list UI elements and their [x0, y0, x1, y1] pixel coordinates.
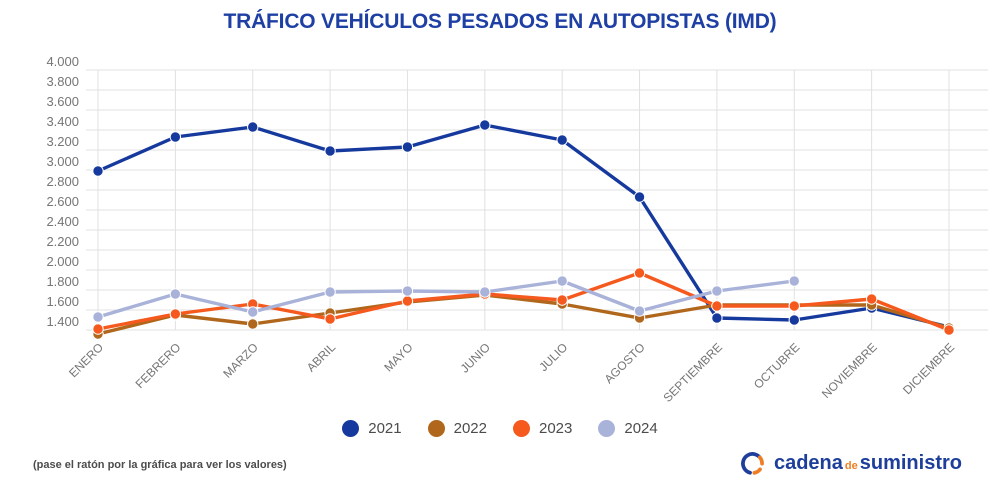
brand-circle-icon: [741, 452, 764, 475]
data-point-2024-AGOSTO[interactable]: [633, 305, 646, 317]
x-axis-month-label: FEBRERO: [133, 340, 184, 391]
data-point-2021-ENERO[interactable]: [92, 165, 104, 177]
data-point-2023-OCTUBRE[interactable]: [788, 300, 800, 312]
data-point-2023-DICIEMBRE[interactable]: [943, 324, 955, 336]
data-point-2023-ENERO[interactable]: [92, 323, 104, 335]
brand-logo[interactable]: cadena de suministro: [739, 450, 962, 477]
series-line-2023: [96, 271, 951, 332]
data-point-2024-JUNIO[interactable]: [479, 286, 491, 298]
data-point-2021-MAYO[interactable]: [401, 141, 414, 153]
data-point-2023-ABRIL[interactable]: [324, 313, 336, 325]
data-point-2024-ENERO[interactable]: [92, 311, 104, 323]
series-line-2024: [96, 279, 796, 319]
data-point-2024-ABRIL[interactable]: [324, 286, 336, 298]
y-axis-tick-label: 3.600: [46, 94, 79, 109]
legend-dot-2023: [513, 420, 530, 437]
y-axis-tick-label: 2.400: [46, 214, 79, 229]
data-point-2024-FEBRERO[interactable]: [169, 288, 182, 300]
data-point-2023-NOVIEMBRE[interactable]: [865, 293, 878, 305]
data-point-2022-MARZO[interactable]: [247, 318, 259, 330]
data-point-2024-JULIO[interactable]: [556, 275, 568, 287]
y-axis-tick-label: 3.000: [46, 154, 79, 169]
data-point-2024-MAYO[interactable]: [401, 285, 414, 297]
data-point-2023-AGOSTO[interactable]: [633, 267, 646, 279]
series-line-2021: [96, 123, 951, 329]
legend-dot-2022: [427, 420, 445, 437]
x-axis-month-label: JULIO: [536, 340, 570, 374]
x-axis-month-label: NOVIEMBRE: [819, 340, 880, 401]
legend-item-2024[interactable]: 2024: [598, 420, 658, 437]
y-axis-tick-label: 2.800: [46, 174, 79, 189]
data-point-2024-MARZO[interactable]: [247, 306, 259, 318]
data-point-2021-JULIO[interactable]: [556, 134, 568, 146]
x-axis-month-label: SEPTIEMBRE: [660, 340, 725, 405]
data-point-2021-MARZO[interactable]: [247, 121, 259, 133]
traffic-line-chart[interactable]: 4.000 3.800 3.600 3.400 3.200 3.000 2.800 2.600…: [0, 0, 1000, 415]
x-axis-month-label: ENERO: [66, 340, 106, 380]
legend-dot-2021: [342, 420, 360, 437]
legend-item-2023[interactable]: 2023: [513, 420, 572, 437]
legend-item-2021[interactable]: 2021: [342, 420, 402, 437]
brand-word-cadena: cadena: [773, 452, 843, 474]
data-point-2023-FEBRERO[interactable]: [169, 308, 182, 320]
y-axis-tick-label: 1.400: [46, 314, 79, 329]
brand-word-de: de: [844, 460, 858, 472]
y-axis-tick-label: 4.000: [46, 54, 79, 69]
data-point-2021-JUNIO[interactable]: [479, 119, 491, 131]
x-axis-month-label: MAYO: [381, 340, 415, 374]
data-point-2023-MAYO[interactable]: [401, 295, 414, 307]
y-axis-tick-label: 1.800: [46, 274, 79, 289]
x-axis-month-label: ABRIL: [304, 340, 339, 375]
legend-label-2023: 2023: [539, 420, 573, 437]
x-axis-month-label: JUNIO: [458, 340, 493, 375]
y-axis-tick-label: 2.200: [46, 234, 79, 249]
y-axis-tick-label: 3.200: [46, 134, 79, 149]
data-point-2021-SEPTIEMBRE[interactable]: [711, 312, 723, 324]
y-axis-tick-label: 1.600: [46, 294, 79, 309]
y-axis-tick-label: 3.400: [46, 114, 79, 129]
x-axis-month-label: DICIEMBRE: [900, 340, 957, 397]
legend-item-2022[interactable]: 2022: [427, 420, 487, 437]
data-point-2021-AGOSTO[interactable]: [633, 191, 646, 203]
hover-hint-note: (pase el ratón por la gráfica para ver l…: [33, 459, 287, 471]
y-axis-tick-label: 2.000: [46, 254, 79, 269]
brand-wordmark: cadena de suministro: [774, 452, 962, 475]
x-axis-month-label: OCTUBRE: [751, 340, 802, 391]
data-point-2021-ABRIL[interactable]: [324, 145, 336, 157]
data-point-2023-JULIO[interactable]: [556, 294, 568, 306]
data-point-2021-FEBRERO[interactable]: [169, 131, 182, 143]
legend-dot-2024: [598, 420, 616, 437]
y-axis-tick-label: 3.800: [46, 74, 79, 89]
chart-legend: 2021 2022 2023 2024: [0, 420, 1000, 437]
legend-label-2022: 2022: [453, 420, 487, 437]
legend-label-2021: 2021: [368, 420, 402, 437]
legend-label-2024: 2024: [624, 420, 658, 437]
x-axis-month-label: AGOSTO: [602, 340, 648, 386]
x-axis-month-label: MARZO: [220, 340, 261, 381]
data-point-2021-OCTUBRE[interactable]: [788, 314, 800, 326]
brand-word-suministro: suministro: [859, 452, 962, 474]
page-title: TRÁFICO VEHÍCULOS PESADOS EN AUTOPISTAS …: [223, 10, 777, 33]
data-point-2024-OCTUBRE[interactable]: [788, 275, 800, 287]
data-point-2023-SEPTIEMBRE[interactable]: [711, 300, 723, 312]
data-point-2024-SEPTIEMBRE[interactable]: [711, 285, 723, 297]
y-axis-tick-label: 2.600: [46, 194, 79, 209]
